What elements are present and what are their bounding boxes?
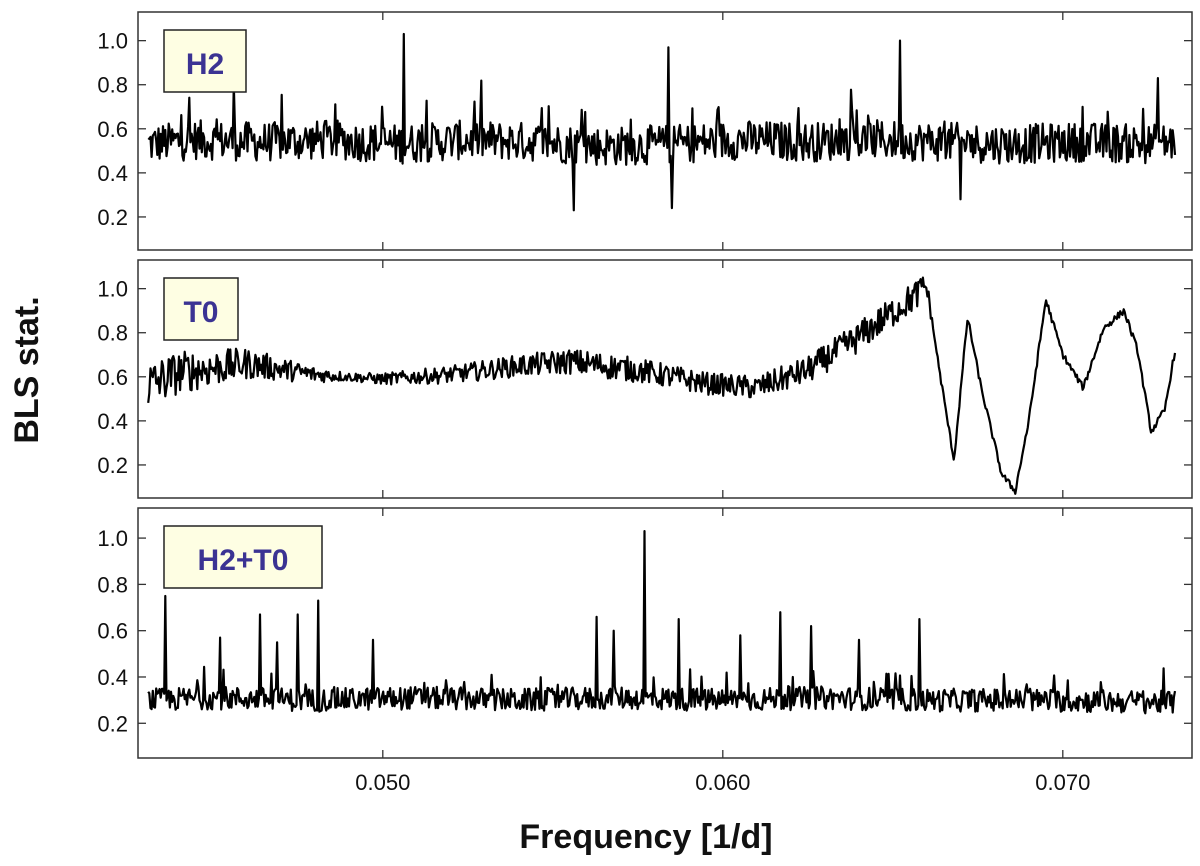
panel-label-box — [163, 29, 247, 93]
y-tick-label: 0.2 — [97, 205, 128, 230]
panel-frame — [137, 259, 1193, 499]
y-tick-label: 0.6 — [97, 619, 128, 644]
y-tick-label: 0.4 — [97, 665, 128, 690]
y-tick-label: 0.8 — [97, 572, 128, 597]
panel-label: H2+T0 — [198, 544, 289, 577]
panel-label: T0 — [183, 296, 218, 329]
x-axis-title: Frequency [1/d] — [519, 818, 772, 856]
y-tick-label: 1.0 — [97, 277, 128, 302]
series-line-t0 — [147, 276, 1177, 495]
panel-h2: 0.2 0.4 0.6 0.8 1.0 H2 — [97, 11, 1193, 251]
x-tick-label: 0.050 — [355, 770, 410, 795]
y-axis-title: BLS stat. — [8, 296, 46, 443]
y-tick-label: 0.8 — [97, 321, 128, 346]
panel-label-box — [163, 277, 239, 341]
x-tick-label: 0.070 — [1035, 770, 1090, 795]
panel-h2-t0: 0.2 0.4 0.6 0.8 1.0 H2+T0 — [97, 507, 1193, 759]
series-line-h2-t0 — [147, 530, 1177, 715]
y-tick-label: 0.4 — [97, 409, 128, 434]
y-tick-label: 1.0 — [97, 29, 128, 54]
panel-label-box — [163, 525, 323, 589]
panel-frame — [137, 507, 1193, 759]
y-tick-label: 0.2 — [97, 711, 128, 736]
y-tick-label: 0.8 — [97, 73, 128, 98]
y-tick-label: 0.6 — [97, 117, 128, 142]
panel-label: H2 — [186, 48, 224, 81]
panels: 0.2 0.4 0.6 0.8 1.0 H2 0.2 0.4 0.6 0.8 1.0 T0 0.2 0.4… — [97, 11, 1193, 759]
x-tick-labels: 0.050 0.060 0.070 — [355, 770, 1090, 795]
y-tick-label: 1.0 — [97, 526, 128, 551]
x-tick-label: 0.060 — [695, 770, 750, 795]
y-tick-label: 0.4 — [97, 161, 128, 186]
y-tick-label: 0.2 — [97, 453, 128, 478]
panel-frame — [137, 11, 1193, 251]
y-tick-label: 0.6 — [97, 365, 128, 390]
panel-t0: 0.2 0.4 0.6 0.8 1.0 T0 — [97, 259, 1193, 499]
series-line-h2 — [147, 32, 1177, 212]
